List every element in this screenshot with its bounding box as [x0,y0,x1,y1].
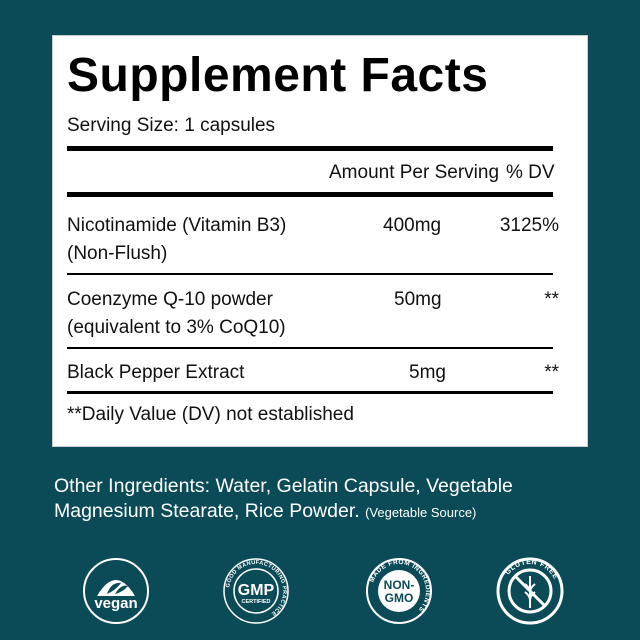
ingredient-dv: ** [544,289,559,310]
non-gmo-icon: MADE FROM INGREDIENTS NON- GMO [364,556,434,626]
divider [67,391,553,394]
divider [67,273,553,275]
other-ingredients-text: Magnesium Stearate, Rice Powder. [54,500,360,522]
gluten-free-icon: GLUTEN FREE [495,556,565,626]
serving-size: Serving Size: 1 capsules [67,115,276,136]
other-ingredients-line2: Magnesium Stearate, Rice Powder. (Vegeta… [54,499,614,525]
other-ingredients-line1: Other Ingredients: Water, Gelatin Capsul… [54,475,513,497]
footnote: **Daily Value (DV) not established [67,404,354,425]
ingredient-dv: ** [544,362,559,383]
divider [67,347,553,349]
badge-label: NON- [384,578,415,592]
other-ingredients: Other Ingredients: Water, Gelatin Capsul… [54,474,614,525]
gmp-badge-graphic: GOOD MANUFACTURING PRACTICE GMP CERTIFIE… [223,558,289,624]
divider [67,192,553,197]
vegan-leaf-icon: vegan [81,556,151,626]
badge-label: vegan [94,595,137,612]
ingredient-name: Coenzyme Q-10 powder [67,289,273,310]
badge-label: GMP [238,582,275,599]
dv-header: % DV [506,162,555,183]
ingredient-name-detail: (equivalent to 3% CoQ10) [67,317,286,338]
ingredient-amount: 50mg [394,289,442,310]
gmp-certified-icon: GOOD MANUFACTURING PRACTICE GMP CERTIFIE… [221,556,291,626]
vegan-badge-graphic: vegan [83,558,149,624]
strike-icon [514,575,546,607]
supplement-facts-panel: Supplement Facts Serving Size: 1 capsule… [52,35,588,447]
ingredient-name-detail: (Non-Flush) [67,243,168,264]
ingredient-amount: 5mg [409,362,446,383]
gluten-free-badge-graphic: GLUTEN FREE [496,557,564,625]
badge-label: GMO [385,591,414,605]
divider [67,146,553,151]
non-gmo-badge-graphic: MADE FROM INGREDIENTS NON- GMO [366,558,432,624]
ingredient-name: Nicotinamide (Vitamin B3) [67,215,287,236]
amount-header: Amount Per Serving [329,162,500,183]
ingredient-amount: 400mg [383,215,442,236]
source-note: (Vegetable Source) [365,505,477,520]
ingredient-dv: 3125% [499,215,559,236]
ingredient-name: Black Pepper Extract [67,362,245,383]
panel-title: Supplement Facts [67,49,489,102]
badge-sub: CERTIFIED [241,599,270,605]
